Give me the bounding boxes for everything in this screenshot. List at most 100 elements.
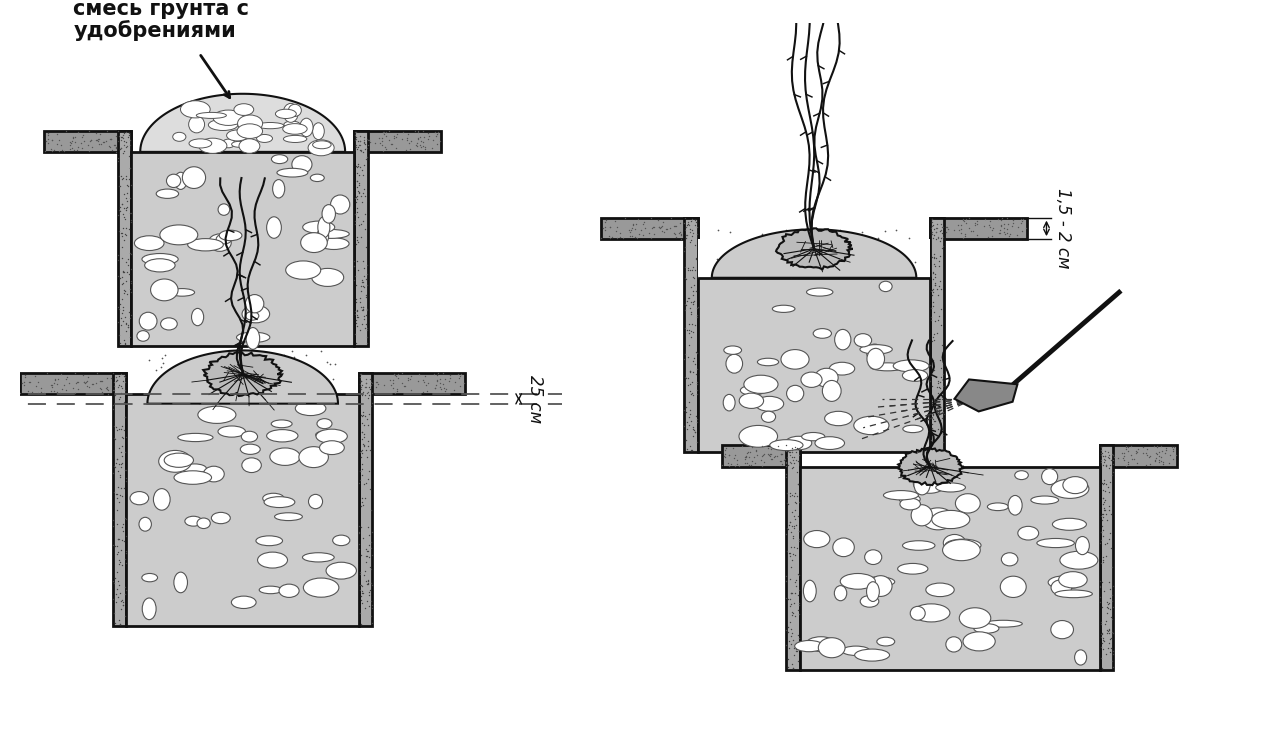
Point [362, 602, 382, 614]
Point [1149, 446, 1169, 458]
Point [346, 279, 367, 291]
Point [116, 126, 137, 138]
Point [924, 413, 944, 425]
Point [348, 162, 368, 173]
Point [782, 662, 803, 674]
Point [118, 322, 138, 333]
Point [440, 372, 460, 384]
Point [1091, 641, 1111, 653]
Point [777, 459, 798, 471]
Point [780, 600, 800, 612]
Point [399, 143, 420, 155]
Point [109, 458, 129, 470]
Point [782, 548, 803, 559]
Point [47, 138, 67, 150]
Point [384, 368, 404, 380]
Point [397, 132, 417, 144]
Point [174, 371, 195, 382]
Point [120, 287, 140, 298]
Point [111, 170, 131, 182]
Point [678, 265, 698, 276]
Point [1100, 603, 1120, 615]
Point [675, 322, 695, 333]
Point [675, 272, 695, 284]
Point [112, 457, 133, 469]
Point [921, 228, 942, 240]
Point [1093, 502, 1114, 514]
Point [110, 391, 130, 403]
Ellipse shape [894, 360, 929, 372]
Point [425, 126, 445, 138]
Ellipse shape [1001, 553, 1018, 566]
Point [1149, 454, 1169, 466]
Point [359, 389, 379, 401]
Point [20, 376, 40, 388]
Point [1097, 624, 1117, 635]
Point [767, 450, 787, 461]
Point [679, 318, 699, 330]
Point [91, 383, 111, 395]
Point [57, 371, 77, 383]
Point [348, 190, 368, 202]
Point [781, 490, 801, 501]
Point [265, 364, 286, 376]
Point [923, 227, 943, 238]
Point [1095, 485, 1115, 497]
Point [1091, 450, 1111, 461]
Point [990, 227, 1010, 238]
Point [139, 355, 159, 366]
Point [350, 135, 370, 147]
Point [358, 440, 378, 452]
Point [86, 127, 106, 139]
Ellipse shape [902, 370, 928, 382]
Point [106, 518, 126, 529]
Point [439, 375, 459, 387]
Ellipse shape [134, 236, 164, 251]
Ellipse shape [326, 562, 356, 579]
Ellipse shape [190, 139, 212, 148]
Point [109, 370, 129, 382]
Ellipse shape [880, 281, 892, 292]
Point [88, 134, 109, 145]
Point [348, 211, 368, 223]
Point [281, 368, 301, 380]
Point [354, 419, 374, 431]
Point [670, 226, 690, 238]
Point [345, 141, 365, 153]
Point [771, 455, 791, 467]
Point [1100, 646, 1120, 658]
Point [751, 254, 771, 266]
Point [680, 366, 700, 377]
Point [112, 559, 133, 571]
Point [611, 231, 631, 243]
Point [927, 222, 947, 234]
Point [97, 383, 118, 395]
Polygon shape [148, 350, 337, 404]
Point [928, 423, 948, 435]
Ellipse shape [842, 646, 870, 656]
Point [1114, 447, 1134, 458]
Point [369, 132, 389, 144]
Point [683, 376, 703, 387]
Point [427, 368, 447, 379]
Point [111, 132, 131, 143]
Ellipse shape [854, 333, 872, 347]
Point [765, 451, 785, 463]
Point [107, 504, 128, 516]
Point [921, 444, 942, 455]
Point [356, 578, 377, 590]
Point [726, 449, 746, 461]
Point [683, 296, 703, 308]
Ellipse shape [245, 295, 264, 313]
Point [346, 338, 367, 349]
Point [109, 226, 129, 238]
Point [686, 252, 707, 264]
Point [356, 303, 377, 315]
Point [784, 457, 804, 469]
Point [116, 192, 137, 204]
Point [106, 424, 126, 436]
Ellipse shape [139, 312, 157, 330]
Ellipse shape [317, 228, 329, 244]
Point [404, 126, 425, 137]
Point [384, 132, 404, 144]
